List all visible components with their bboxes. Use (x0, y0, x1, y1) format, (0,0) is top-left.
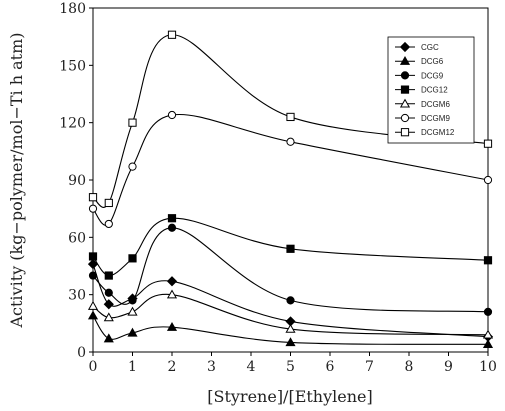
legend-label: CGC (421, 43, 439, 52)
data-point-dcg9 (167, 223, 177, 232)
data-point-dcg9 (104, 288, 113, 297)
x-tick-label: 3 (207, 359, 216, 375)
legend-item-dcgm6: DCGM6 (395, 98, 450, 109)
data-point-dcgm6 (87, 300, 99, 310)
x-tick-label: 5 (286, 359, 295, 375)
legend-marker (400, 128, 410, 137)
legend-label: DCGM12 (421, 128, 455, 137)
data-point-dcg12 (128, 254, 137, 263)
data-point-dcgm9 (286, 137, 295, 146)
x-tick-label: 1 (128, 359, 137, 375)
y-tick-label: 180 (59, 1, 86, 17)
data-point-cgc (103, 299, 114, 310)
data-point-cgc (166, 276, 178, 287)
data-point-dcgm9 (128, 162, 137, 171)
data-point-dcg12 (104, 271, 113, 280)
x-tick-label: 6 (326, 359, 335, 375)
data-point-dcgm12 (286, 112, 295, 122)
legend: CGC DCG6 DCG9 DCG12 DCGM6 DCGM9 DCGM12 (387, 36, 475, 144)
y-tick-label: 30 (68, 288, 86, 304)
data-point-dcgm9 (88, 204, 98, 213)
data-point-dcgm6 (103, 312, 114, 322)
x-axis-title: [Styrene]/[Ethylene] (207, 387, 373, 406)
y-tick-label: 60 (68, 230, 86, 246)
legend-item-dcgm12: DCGM12 (395, 128, 455, 137)
y-tick-label: 90 (68, 173, 86, 189)
legend-label: DCG12 (421, 86, 448, 95)
data-point-dcg9 (286, 296, 295, 305)
legend-item-dcgm9: DCGM9 (395, 113, 450, 123)
data-point-dcg6 (482, 339, 494, 349)
data-point-dcgm6 (166, 289, 178, 299)
data-point-dcg6 (87, 310, 99, 320)
data-point-dcg6 (127, 327, 138, 337)
data-point-dcg9 (88, 271, 98, 280)
axes: 0 1 2 3 4 5 6 7 8 9 10 0 30 60 90 120 150 180 (59, 1, 497, 375)
data-point-dcg12 (167, 214, 177, 223)
legend-marker (399, 55, 411, 65)
series-lines (87, 30, 494, 349)
data-point-dcgm6 (482, 329, 494, 339)
data-point-dcgm12 (104, 198, 113, 208)
data-point-dcg9 (483, 307, 493, 316)
y-tick-label: 150 (59, 58, 86, 74)
data-point-dcgm12 (128, 118, 137, 127)
data-point-dcgm12 (483, 139, 493, 148)
data-point-dcgm9 (483, 175, 493, 185)
legend-item-dcg6: DCG6 (395, 55, 444, 66)
data-point-dcg9 (128, 296, 137, 305)
data-point-dcg6 (166, 321, 178, 331)
data-point-dcgm9 (104, 219, 113, 229)
legend-item-dcg12: DCG12 (395, 85, 448, 95)
data-point-dcgm9 (167, 110, 177, 120)
x-tick-label: 10 (479, 359, 497, 375)
legend-marker (399, 41, 411, 53)
legend-marker (400, 113, 410, 123)
legend-marker (400, 85, 410, 94)
legend-item-cgc: CGC (395, 41, 439, 53)
legend-label: DCG9 (421, 71, 444, 80)
data-point-dcgm12 (88, 193, 98, 202)
legend-label: DCGM6 (421, 100, 450, 109)
legend-label: DCG6 (421, 57, 444, 66)
legend-marker (399, 98, 411, 108)
data-point-dcgm12 (167, 30, 177, 39)
series-dcg6 (87, 310, 494, 349)
series-dcg9 (88, 223, 493, 316)
legend-label: DCGM9 (421, 114, 450, 123)
y-axis-title: Activity (kg−polymer/mol−Ti h atm) (7, 32, 26, 328)
data-point-dcgm6 (285, 323, 296, 333)
series-dcgm6 (87, 289, 494, 339)
data-point-cgc (87, 258, 99, 270)
x-tick-label: 4 (247, 359, 256, 375)
series-dcgm12 (88, 30, 493, 208)
series-dcg12 (88, 214, 493, 280)
data-point-dcgm6 (127, 306, 138, 316)
x-tick-label: 7 (365, 359, 374, 375)
data-point-dcg12 (483, 256, 493, 265)
x-tick-label: 8 (405, 359, 414, 375)
data-point-dcg6 (285, 337, 296, 347)
legend-item-dcg9: DCG9 (395, 71, 444, 80)
legend-marker (400, 71, 410, 80)
data-point-dcg12 (286, 244, 295, 253)
series-dcgm9 (88, 110, 493, 229)
x-tick-label: 2 (168, 359, 177, 375)
y-tick-label: 120 (59, 116, 86, 132)
y-tick-label: 0 (77, 345, 86, 361)
x-tick-label: 0 (89, 359, 98, 375)
data-point-dcg6 (103, 333, 114, 343)
x-tick-label: 9 (444, 359, 453, 375)
data-point-dcg12 (88, 252, 98, 261)
